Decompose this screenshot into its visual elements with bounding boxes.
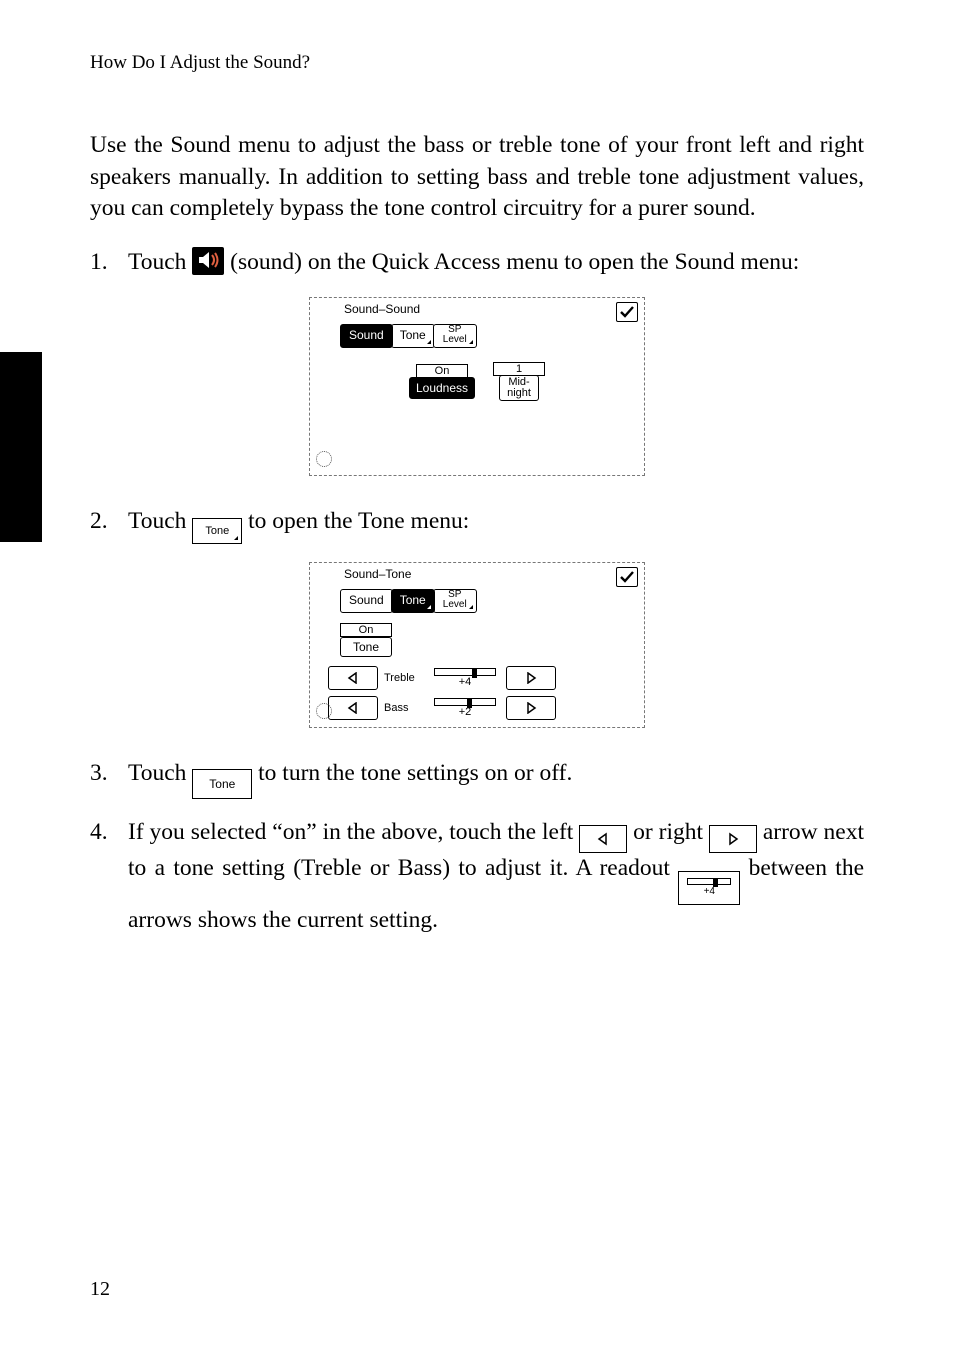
fig1-status-readout: On bbox=[416, 364, 468, 378]
tab-tone[interactable]: Tone bbox=[391, 589, 435, 613]
treble-readout: +4 bbox=[430, 668, 500, 688]
readout-value: +4 bbox=[704, 887, 715, 897]
fig1-count-readout: 1 bbox=[493, 362, 545, 376]
step-2-text-b: to open the Tone menu: bbox=[248, 508, 469, 534]
bass-value: +2 bbox=[459, 707, 472, 718]
step-2-text-a: Touch bbox=[128, 508, 192, 534]
fig2-title: Sound–Tone bbox=[344, 567, 411, 581]
treble-label: Treble bbox=[384, 672, 424, 684]
tab-sound[interactable]: Sound bbox=[340, 324, 393, 348]
side-tab bbox=[0, 352, 42, 542]
running-head: How Do I Adjust the Sound? bbox=[90, 52, 864, 74]
device-screen-sound: Sound–Sound Sound Tone SP Level On Loudn… bbox=[309, 297, 645, 476]
page-number: 12 bbox=[90, 1278, 110, 1301]
tone-button-inline[interactable]: Tone bbox=[192, 518, 242, 544]
treble-row: Treble +4 bbox=[310, 663, 644, 693]
tone-toggle-button[interactable]: Tone bbox=[340, 637, 392, 657]
tab-sp-level[interactable]: SP Level bbox=[433, 589, 477, 613]
tab-sp-level[interactable]: SP Level bbox=[433, 324, 477, 348]
tab-sound[interactable]: Sound bbox=[340, 589, 393, 613]
sound-icon bbox=[192, 247, 224, 275]
loudness-button[interactable]: Loudness bbox=[409, 377, 475, 399]
bass-readout: +2 bbox=[430, 698, 500, 718]
treble-increase-button[interactable] bbox=[506, 666, 556, 690]
midnight-button[interactable]: Mid- night bbox=[499, 375, 539, 401]
step-4-text-b: or right bbox=[633, 819, 709, 845]
figure-tone-menu: Sound–Tone Sound Tone SP Level On Tone bbox=[90, 562, 864, 728]
step-4: If you selected “on” in the above, touch… bbox=[90, 817, 864, 936]
step-3: Touch Tone to turn the tone settings on … bbox=[90, 758, 864, 799]
treble-value: +4 bbox=[459, 677, 472, 688]
step-1-text-b: (sound) on the Quick Access menu to open… bbox=[230, 249, 799, 275]
confirm-icon[interactable] bbox=[616, 567, 638, 587]
step-2: Touch Tone to open the Tone menu: bbox=[90, 506, 864, 544]
confirm-icon[interactable] bbox=[616, 302, 638, 322]
tab-sp-level-line2: Level bbox=[440, 335, 470, 345]
device-screen-tone: Sound–Tone Sound Tone SP Level On Tone bbox=[309, 562, 645, 728]
bass-increase-button[interactable] bbox=[506, 696, 556, 720]
step-3-text-a: Touch bbox=[128, 760, 192, 786]
tab-tone[interactable]: Tone bbox=[391, 324, 435, 348]
left-arrow-icon[interactable] bbox=[579, 825, 627, 853]
tab-sp-level-line2: Level bbox=[440, 600, 470, 610]
step-1-text-a: Touch bbox=[128, 249, 192, 275]
step-1: Touch (sound) on the Quick Access menu t… bbox=[90, 247, 864, 279]
fig1-title: Sound–Sound bbox=[344, 302, 420, 316]
readout-icon: +4 bbox=[678, 871, 740, 905]
treble-decrease-button[interactable] bbox=[328, 666, 378, 690]
home-icon[interactable] bbox=[316, 451, 332, 467]
figure-sound-menu: Sound–Sound Sound Tone SP Level On Loudn… bbox=[90, 297, 864, 476]
bass-label: Bass bbox=[384, 702, 424, 714]
midnight-button-line2: night bbox=[506, 388, 532, 399]
tone-button-inline[interactable]: Tone bbox=[192, 769, 252, 799]
tone-status-readout: On bbox=[340, 623, 392, 637]
step-4-text-a: If you selected “on” in the above, touch… bbox=[128, 819, 579, 845]
right-arrow-icon[interactable] bbox=[709, 825, 757, 853]
bass-decrease-button[interactable] bbox=[328, 696, 378, 720]
step-3-text-b: to turn the tone settings on or off. bbox=[258, 760, 572, 786]
intro-paragraph: Use the Sound menu to adjust the bass or… bbox=[90, 130, 864, 225]
